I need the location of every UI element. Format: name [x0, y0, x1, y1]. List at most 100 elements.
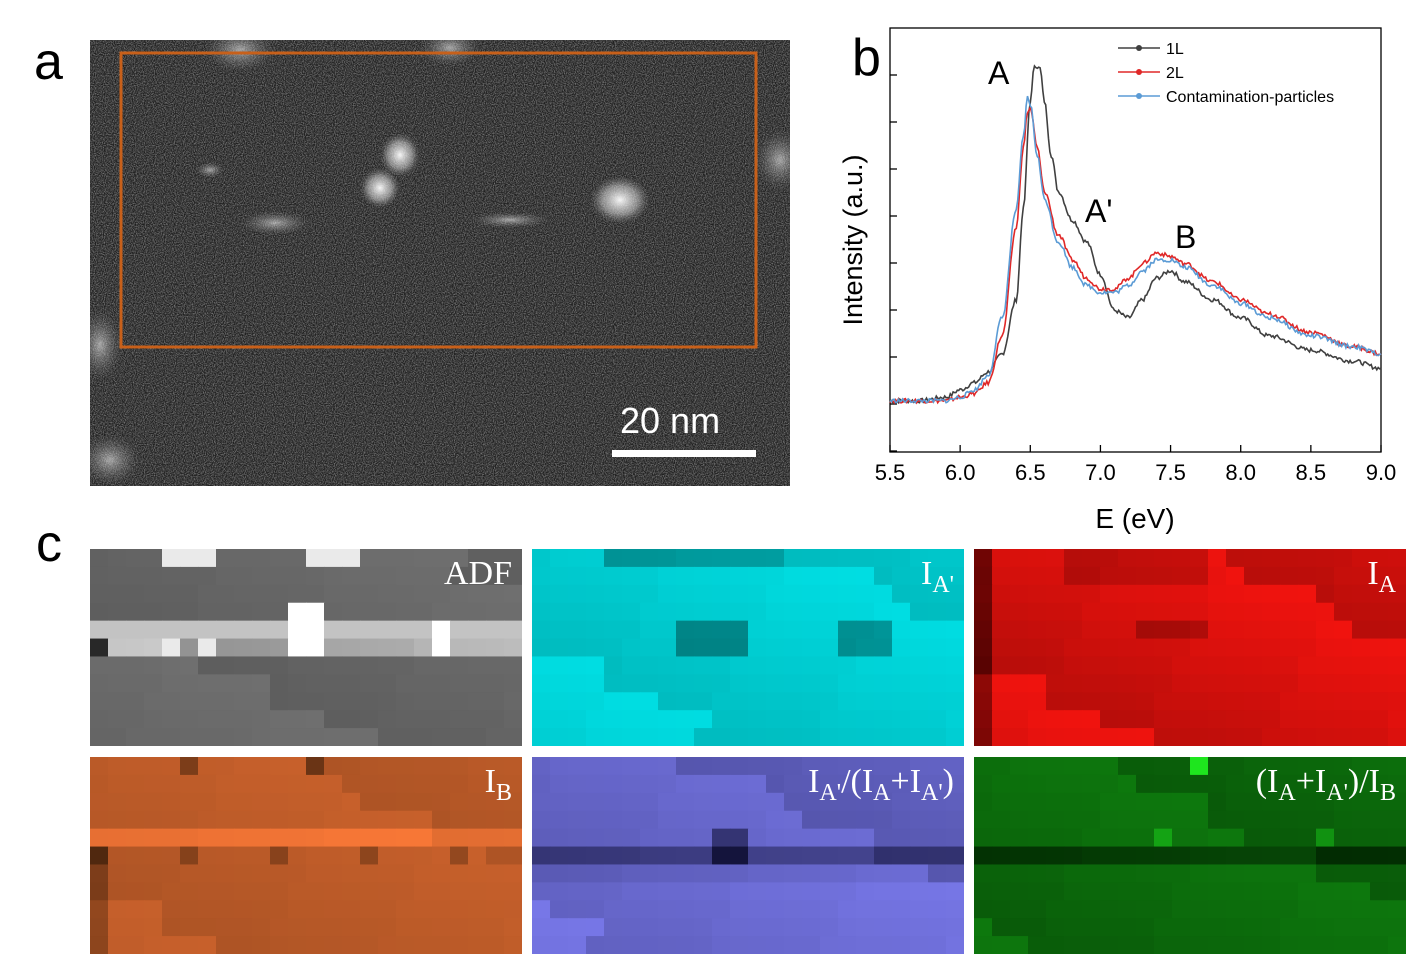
map-pixel	[820, 602, 839, 622]
map-pixel	[216, 846, 235, 866]
map-pixel	[1370, 728, 1389, 746]
map-pixel	[712, 620, 731, 640]
map-label-ratio-b: (IA+IA')/IB	[1255, 763, 1396, 806]
map-pixel	[180, 774, 199, 794]
map-pixel	[90, 864, 109, 883]
map-pixel	[1064, 846, 1083, 866]
map-pixel	[1388, 602, 1406, 622]
map-pixel	[676, 638, 695, 658]
map-iaprime-canvas	[532, 549, 964, 746]
map-pixel	[1064, 792, 1083, 812]
map-pixel	[1226, 728, 1245, 746]
map-pixel	[1046, 656, 1065, 675]
map-pixel	[1244, 900, 1263, 919]
map-pixel	[306, 864, 325, 883]
map-pixel	[486, 656, 505, 675]
map-pixel	[992, 846, 1011, 866]
map-pixel	[90, 792, 109, 812]
map-pixel	[1154, 674, 1173, 693]
map-pixel	[1280, 936, 1299, 954]
map-pixel	[1316, 810, 1335, 830]
map-pixel	[676, 692, 695, 711]
map-pixel	[1154, 936, 1173, 954]
map-pixel	[252, 936, 271, 954]
map-pixel	[504, 620, 522, 640]
map-pixel	[486, 757, 505, 776]
map-pixel	[1226, 810, 1245, 830]
map-pixel	[1244, 620, 1263, 640]
map-pixel	[270, 674, 289, 693]
map-pixel	[1244, 728, 1263, 746]
map-pixel	[730, 584, 749, 604]
map-pixel	[1172, 549, 1191, 568]
map-pixel	[992, 774, 1011, 794]
map-pixel	[1298, 638, 1317, 658]
map-pixel	[90, 566, 109, 586]
map-pixel	[432, 846, 451, 866]
map-pixel	[1244, 566, 1263, 586]
map-pixel	[640, 674, 659, 693]
map-pixel	[144, 656, 163, 675]
map-pixel	[550, 900, 569, 919]
map-pixel	[1370, 774, 1389, 794]
map-pixel	[622, 810, 641, 830]
map-pixel	[414, 566, 433, 586]
map-pixel	[640, 774, 659, 794]
map-pixel	[1082, 882, 1101, 901]
x-tick-label: 5.5	[875, 460, 906, 485]
map-pixel	[784, 566, 803, 586]
map-pixel	[234, 566, 253, 586]
map-pixel	[1082, 792, 1101, 812]
map-pixel	[162, 656, 181, 675]
map-pixel	[450, 792, 469, 812]
map-pixel	[1118, 846, 1137, 866]
map-pixel	[270, 792, 289, 812]
map-pixel	[694, 602, 713, 622]
map-pixel	[486, 936, 505, 954]
map-pixel	[802, 864, 821, 883]
map-pixel	[1298, 757, 1317, 776]
map-pixel	[1370, 918, 1389, 937]
map-pixel	[1370, 674, 1389, 693]
map-pixel	[1028, 674, 1047, 693]
map-pixel	[1010, 810, 1029, 830]
map-pixel	[1100, 792, 1119, 812]
map-pixel	[1370, 757, 1389, 776]
map-pixel	[1262, 846, 1281, 866]
map-pixel	[1244, 918, 1263, 937]
map-pixel	[1028, 918, 1047, 937]
map-pixel	[712, 900, 731, 919]
map-pixel	[378, 810, 397, 830]
map-pixel	[468, 828, 487, 848]
map-pixel	[198, 638, 217, 658]
map-pixel	[1118, 828, 1137, 848]
map-pixel	[658, 549, 677, 568]
map-pixel	[1208, 828, 1227, 848]
map-pixel	[604, 810, 623, 830]
map-pixel	[568, 728, 587, 746]
map-pixel	[856, 584, 875, 604]
map-pixel	[486, 882, 505, 901]
map-pixel	[1298, 918, 1317, 937]
map-pixel	[342, 674, 361, 693]
map-pixel	[784, 757, 803, 776]
map-pixel	[1334, 918, 1353, 937]
map-pixel	[1190, 810, 1209, 830]
map-pixel	[252, 620, 271, 640]
map-pixel	[1388, 792, 1406, 812]
map-pixel	[486, 728, 505, 746]
map-pixel	[1244, 757, 1263, 776]
map-pixel	[108, 549, 127, 568]
map-pixel	[306, 846, 325, 866]
map-pixel	[288, 566, 307, 586]
map-pixel	[450, 846, 469, 866]
map-pixel	[586, 810, 605, 830]
map-pixel	[1334, 864, 1353, 883]
map-pixel	[784, 710, 803, 729]
map-pixel	[532, 549, 551, 568]
map-pixel	[910, 602, 929, 622]
map-pixel	[144, 882, 163, 901]
map-pixel	[1370, 692, 1389, 711]
map-pixel	[144, 638, 163, 658]
map-pixel	[90, 620, 109, 640]
